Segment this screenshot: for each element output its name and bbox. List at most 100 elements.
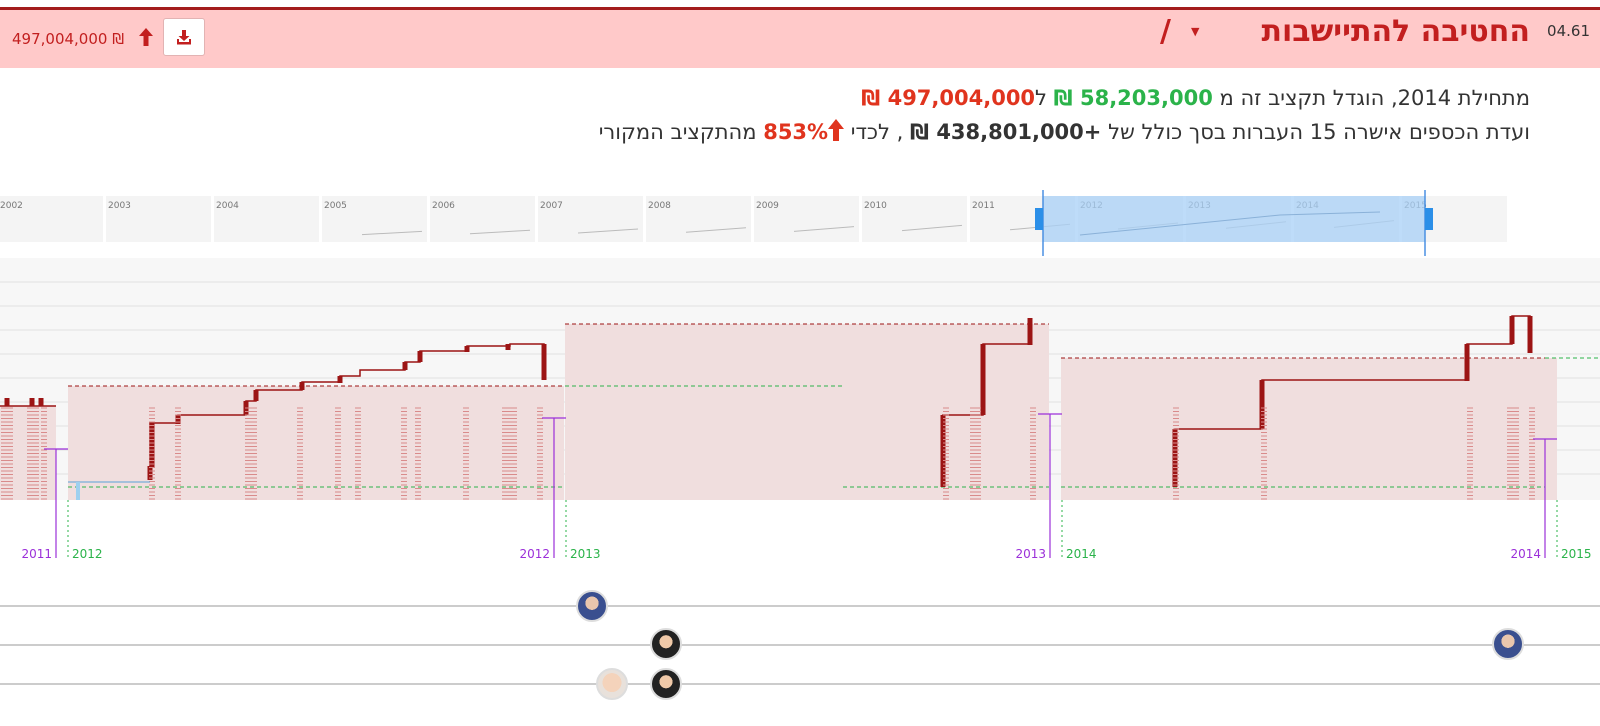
overview-year-2007[interactable]: 2007: [538, 196, 645, 242]
minister-avatar-2[interactable]: [650, 628, 682, 660]
transfer-bar[interactable]: [1464, 344, 1470, 381]
period-band-2012: [68, 386, 564, 500]
transfer-bar[interactable]: [175, 415, 181, 424]
transfer-tick-column: [1261, 407, 1267, 500]
transfer-tick-column: [1529, 407, 1535, 500]
overview-year-label: 2007: [540, 201, 563, 211]
transfer-bar[interactable]: [149, 423, 155, 468]
transfer-tick-column: [1173, 407, 1179, 500]
budget-code: 04.61: [1547, 22, 1590, 40]
overview-year-2010[interactable]: 2010: [862, 196, 969, 242]
timeline-row-2: [0, 644, 1600, 646]
transfer-bar[interactable]: [29, 398, 35, 406]
period-boundary-2011: 2011 2012: [21, 448, 103, 561]
period-band-2013: [565, 324, 1049, 500]
summary-2-mid: , לכדי: [844, 120, 910, 144]
transfer-bar[interactable]: [4, 398, 10, 406]
transfer-tick-column: [1030, 407, 1036, 500]
overview-year-2006[interactable]: 2006: [430, 196, 537, 242]
period-end-label: 2012: [519, 547, 550, 561]
overview-year-2004[interactable]: 2004: [214, 196, 321, 242]
timeline-row-1: [0, 605, 1600, 607]
transfer-tick-column: [355, 407, 361, 500]
transfer-tick-column: [41, 407, 47, 500]
transfer-tick-column: [251, 407, 257, 500]
summary-line-1: מתחילת 2014, הוגדל תקציב זה מ 58,203,000…: [861, 86, 1530, 110]
percent-arrow-up-icon: [828, 119, 845, 141]
overview-year-label: 2005: [324, 201, 347, 211]
period-start-label: 2013: [570, 547, 601, 561]
transfer-tick-column: [943, 407, 949, 500]
period-start-label: 2015: [1561, 547, 1592, 561]
header-top-border: [0, 7, 1600, 10]
transfer-bar[interactable]: [337, 376, 343, 383]
ministers-timeline: [0, 590, 1600, 726]
minister-avatar-1[interactable]: [576, 590, 608, 622]
transfer-tick-column: [1, 407, 7, 500]
transfer-tick-column: [537, 407, 543, 500]
minister-avatar-3[interactable]: [1492, 628, 1524, 660]
transfer-bar[interactable]: [299, 382, 305, 390]
overview-year-label: 2011: [972, 201, 995, 211]
selection-right-handle[interactable]: [1425, 208, 1433, 230]
overview-year-label: 2004: [216, 201, 239, 211]
summary-2-prefix: ועדת הכספים אישרה 15 העברות בסך כולל של: [1101, 120, 1530, 144]
budget-step-line-2: [149, 343, 545, 478]
page-title[interactable]: החטיבה להתיישבות: [1261, 14, 1530, 49]
overview-year-2009[interactable]: 2009: [754, 196, 861, 242]
transfer-bar[interactable]: [38, 398, 44, 406]
overview-selection[interactable]: [1043, 196, 1425, 242]
download-icon: [177, 30, 191, 45]
transfer-tick-column: [149, 407, 155, 500]
period-end-label: 2013: [1015, 547, 1046, 561]
overview-year-label: 2006: [432, 201, 455, 211]
transfer-tick-column: [975, 407, 981, 500]
transfer-bar[interactable]: [417, 351, 423, 362]
period-boundary-2013: 2013 2014: [1015, 413, 1097, 561]
overview-timeline[interactable]: 2002 2003 2004 2005 2006 2007 2008 2009 2010 2011…: [0, 190, 1600, 258]
transfer-bar[interactable]: [980, 344, 986, 415]
transfer-tick-column: [175, 407, 181, 500]
transfer-bar[interactable]: [505, 344, 511, 350]
transfer-bar[interactable]: [541, 344, 547, 380]
transfers-total-value: +438,801,000 ₪: [910, 120, 1102, 144]
minister-avatar-5[interactable]: [650, 668, 682, 700]
breadcrumb-separator: /: [1160, 14, 1171, 49]
page-header: [0, 10, 1600, 68]
minister-avatar-4[interactable]: [596, 668, 628, 700]
transfer-bar[interactable]: [1527, 316, 1533, 353]
chart-lower-area: [0, 500, 1600, 568]
transfer-tick-column: [27, 407, 33, 500]
selection-left-handle[interactable]: [1035, 208, 1043, 230]
header-total-amount: 497,004,000 ₪: [12, 30, 124, 48]
transfer-tick-column: [33, 407, 39, 500]
transfer-bar[interactable]: [1509, 316, 1515, 344]
transfer-bar[interactable]: [147, 466, 153, 480]
transfer-bar[interactable]: [1172, 429, 1178, 487]
overview-year-2005[interactable]: 2005: [322, 196, 429, 242]
transfer-bar[interactable]: [253, 390, 259, 401]
transfer-bar[interactable]: [402, 362, 408, 370]
arrow-up-icon: [139, 28, 153, 46]
transfer-bar[interactable]: [464, 346, 470, 352]
overview-year-2002[interactable]: 2002: [0, 196, 105, 242]
transfer-bar[interactable]: [1259, 380, 1265, 429]
period-start-label: 2012: [72, 547, 103, 561]
overview-year-label: 2008: [648, 201, 671, 211]
overview-year-2008[interactable]: 2008: [646, 196, 753, 242]
transfer-bar[interactable]: [1027, 318, 1033, 345]
caret-down-icon[interactable]: ▼: [1191, 25, 1200, 38]
summary-line-2: ועדת הכספים אישרה 15 העברות בסך כולל של …: [599, 119, 1530, 144]
overview-year-2003[interactable]: 2003: [106, 196, 213, 242]
transfer-tick-column: [401, 407, 407, 500]
overview-year-label: 2002: [0, 201, 23, 211]
transfer-bar[interactable]: [940, 415, 946, 487]
period-end-label: 2014: [1510, 547, 1541, 561]
transfer-tick-column: [415, 407, 421, 500]
transfer-tick-column: [245, 407, 251, 500]
period-boundary-2012: 2012 2013: [519, 417, 601, 561]
timeline-row-3: [0, 683, 1600, 685]
overview-year-label: 2009: [756, 201, 779, 211]
download-button[interactable]: [163, 18, 205, 56]
period-band-2014: [1061, 358, 1557, 500]
